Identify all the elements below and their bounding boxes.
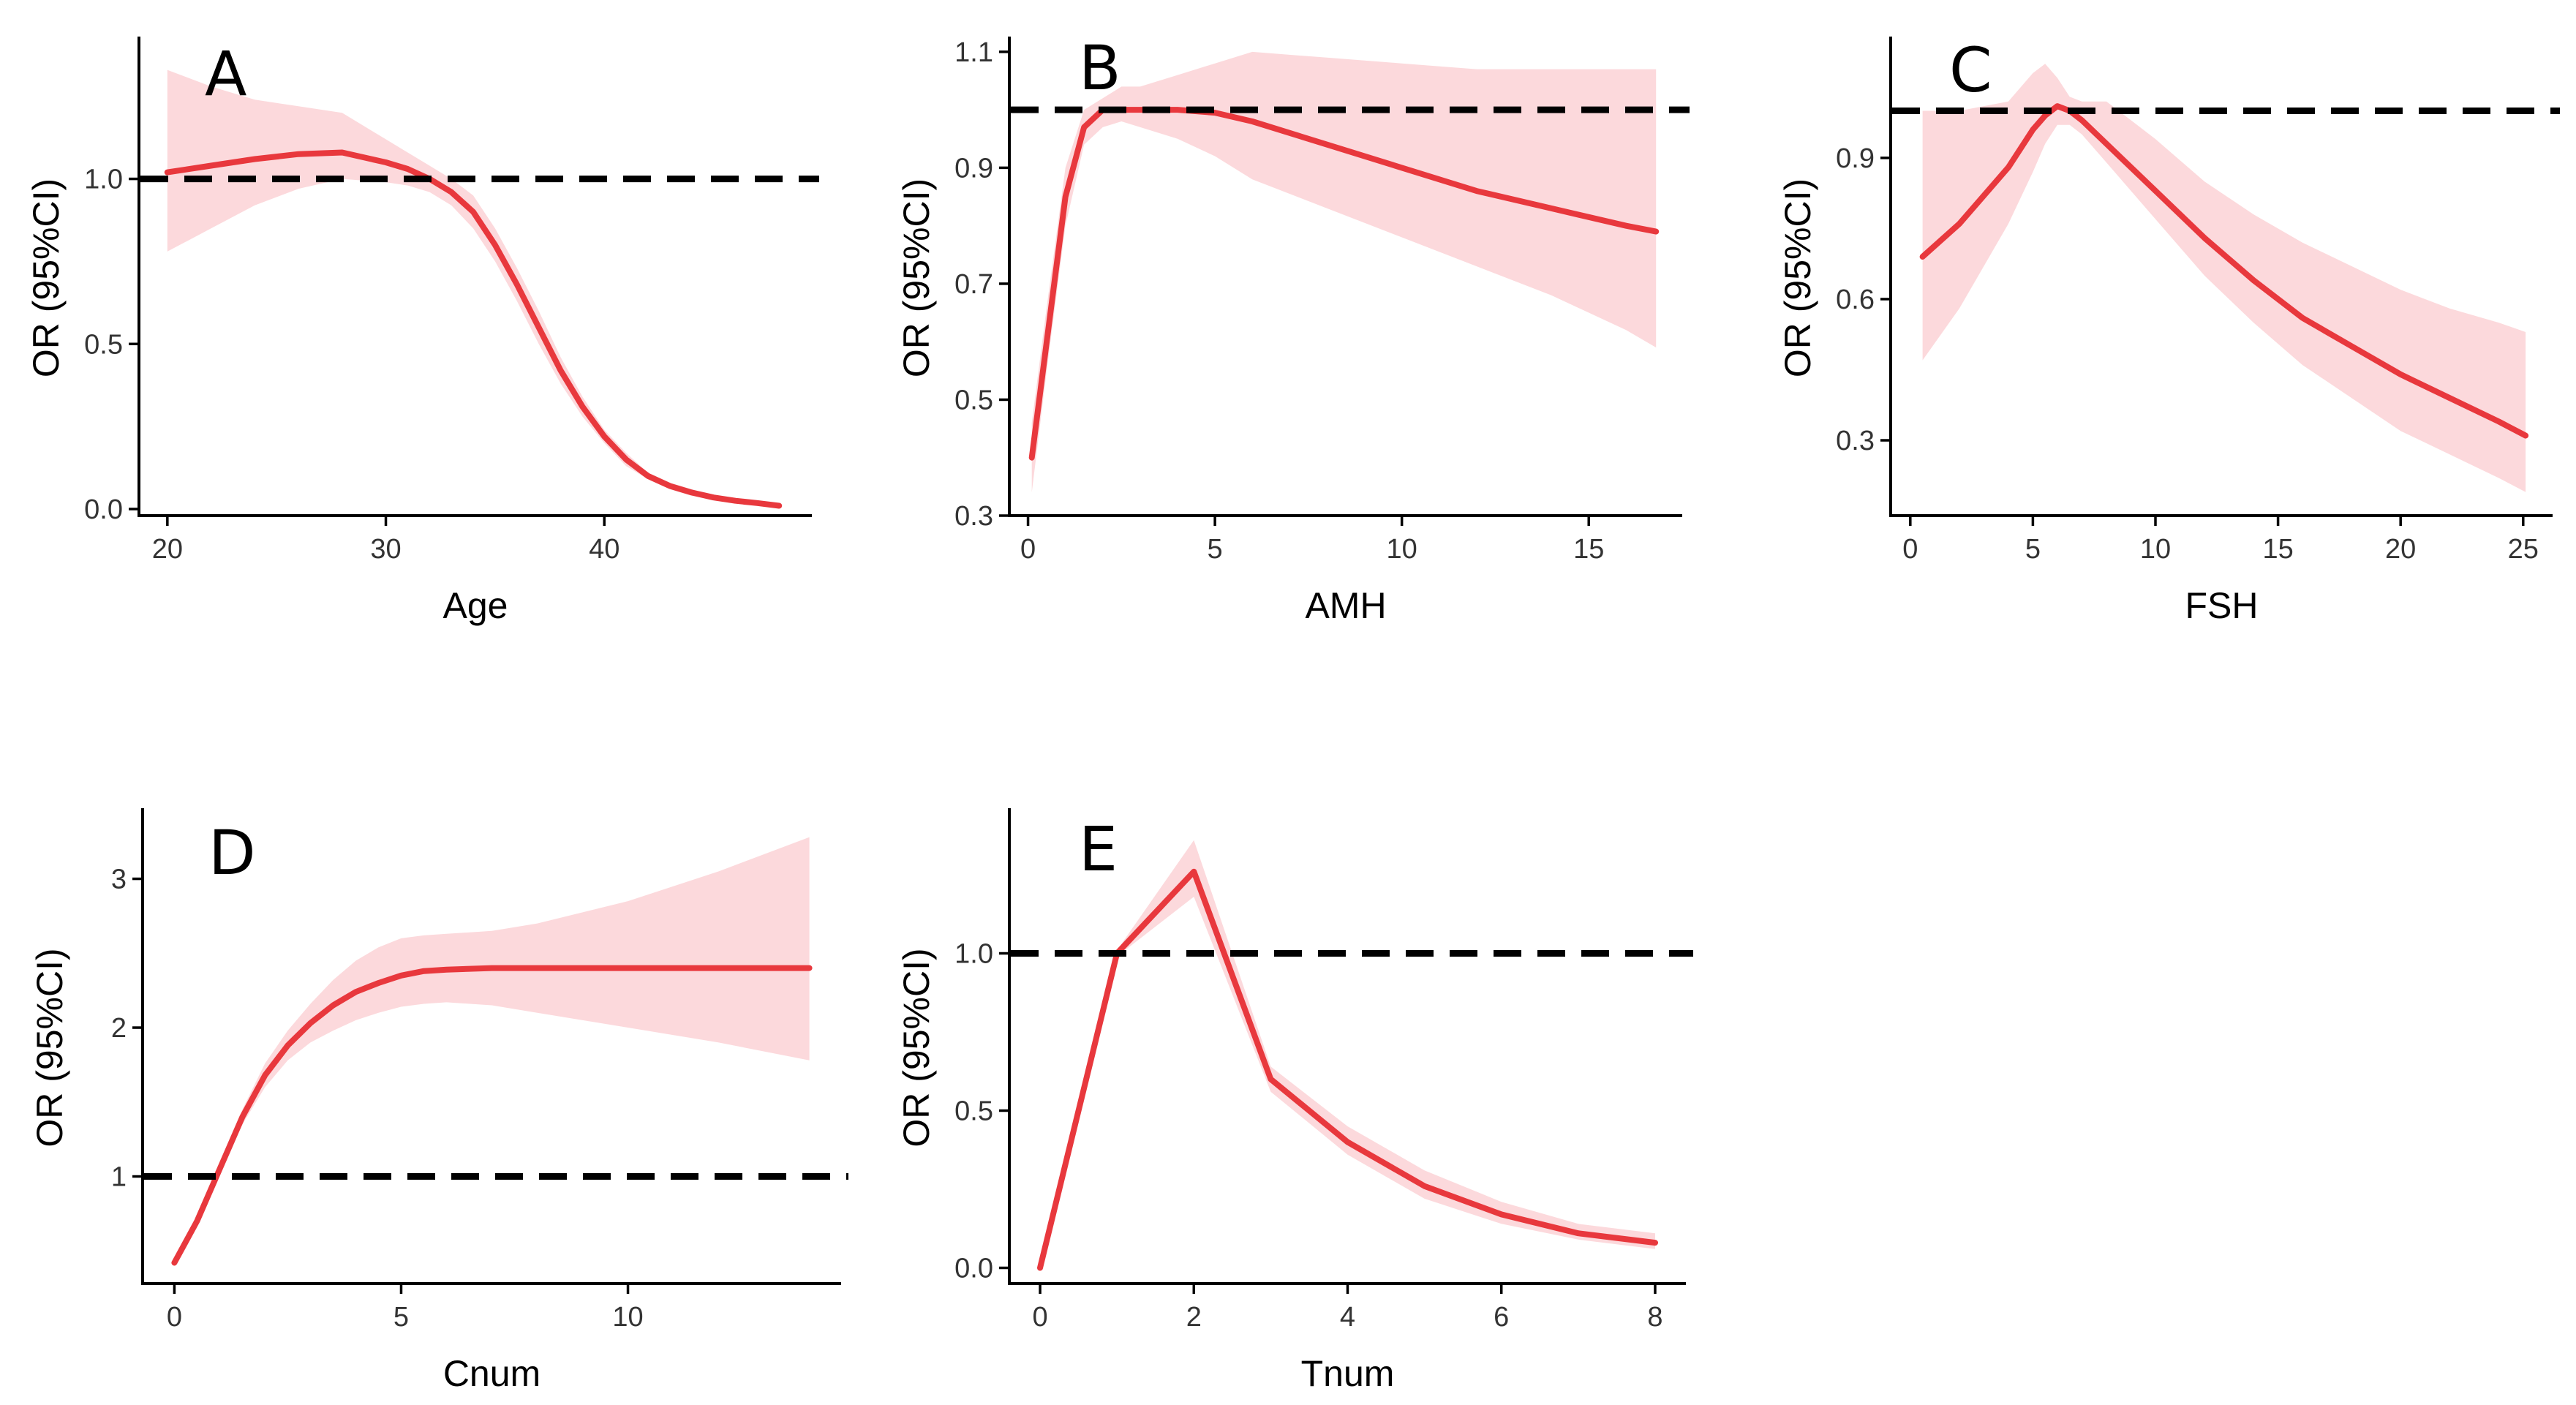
or-curve: [171, 965, 813, 1266]
x-tick-label: 40: [589, 534, 619, 565]
y-tick-label: 0.3: [1836, 426, 1875, 456]
axes: [1008, 808, 1686, 1285]
y-tick-label: 0.6: [1836, 285, 1875, 315]
y-tick-label: 1.0: [954, 939, 993, 970]
y-tick-label: 0.5: [954, 1096, 993, 1127]
panel-label: C: [1949, 34, 1992, 106]
panel-b: 0 5 10 15 0.3 0.5 0.7 0.9 1.1 AMH OR (95%CI) B: [896, 32, 1690, 626]
x-axis-title: AMH: [1305, 585, 1386, 626]
x-tick-label: 20: [152, 534, 183, 565]
y-tick-label: 0.9: [1836, 143, 1875, 174]
axes: [1889, 37, 2553, 517]
panel-d: 0 5 10 1 2 3 Cnum OR (95%CI) D: [29, 808, 848, 1394]
panel-c: 0 5 10 15 20 25 0.3 0.6 0.9 FSH OR (95%CI) C: [1777, 34, 2560, 626]
x-tick-label: 4: [1340, 1302, 1355, 1333]
panel-label: B: [1079, 32, 1121, 104]
axes: [141, 808, 841, 1285]
x-tick-label: 0: [1020, 534, 1036, 565]
y-axis-title: OR (95%CI): [26, 178, 67, 377]
x-tick-label: 0: [1032, 1302, 1047, 1333]
ci-band: [1040, 840, 1655, 1268]
y-tick-label: 0.5: [84, 329, 123, 360]
x-tick-label: 10: [1387, 534, 1417, 565]
x-axis-title: Tnum: [1301, 1353, 1395, 1394]
or-curve: [1037, 868, 1658, 1271]
y-axis-title: OR (95%CI): [896, 178, 937, 377]
x-axis-title: Age: [443, 585, 508, 626]
x-tick-label: 5: [1208, 534, 1223, 565]
x-tick-label: 0: [167, 1302, 182, 1333]
x-tick-label: 15: [2262, 534, 2293, 565]
y-tick-label: 0.9: [954, 153, 993, 184]
panel-label: D: [208, 817, 256, 889]
panel-label: E: [1079, 813, 1118, 885]
x-tick-label: 15: [1573, 534, 1604, 565]
y-axis-title: OR (95%CI): [896, 948, 937, 1147]
y-tick-label: 0.0: [954, 1254, 993, 1284]
y-tick-label: 0.5: [954, 385, 993, 415]
x-tick-label: 25: [2508, 534, 2539, 565]
x-axis-title: FSH: [2185, 585, 2259, 626]
panel-a: 20 30 40 0.0 0.5 1.0 Age OR (95%CI) A: [26, 37, 819, 626]
x-axis-title: Cnum: [443, 1353, 541, 1394]
x-tick-label: 2: [1186, 1302, 1202, 1333]
y-axis-title: OR (95%CI): [29, 948, 70, 1147]
panel-e: 0 2 4 6 8 0.0 0.5 1.0 Tnum OR (95%CI) E: [896, 808, 1693, 1394]
y-tick-label: 3: [111, 865, 127, 895]
ci-band: [174, 837, 810, 1266]
panel-label: A: [205, 38, 246, 110]
x-tick-label: 6: [1494, 1302, 1509, 1333]
ci-band: [1922, 64, 2526, 492]
x-tick-label: 8: [1647, 1302, 1662, 1333]
y-axis-title: OR (95%CI): [1777, 178, 1818, 377]
x-tick-label: 20: [2385, 534, 2416, 565]
x-tick-label: 5: [393, 1302, 409, 1333]
y-tick-label: 0.0: [84, 494, 123, 525]
ci-band: [167, 69, 780, 507]
x-tick-label: 10: [612, 1302, 643, 1333]
or-curve: [164, 149, 783, 509]
y-tick-label: 0.7: [954, 269, 993, 300]
y-tick-label: 1.1: [954, 37, 993, 68]
x-tick-label: 10: [2140, 534, 2171, 565]
y-tick-label: 1.0: [84, 165, 123, 195]
y-tick-label: 1: [111, 1162, 127, 1193]
axes: [138, 37, 812, 517]
x-tick-label: 0: [1902, 534, 1918, 565]
x-tick-label: 5: [2025, 534, 2041, 565]
y-tick-label: 2: [111, 1013, 127, 1044]
x-tick-label: 30: [370, 534, 401, 565]
y-tick-label: 0.3: [954, 501, 993, 532]
ci-band: [1031, 51, 1657, 493]
or-curve: [1919, 103, 2529, 439]
